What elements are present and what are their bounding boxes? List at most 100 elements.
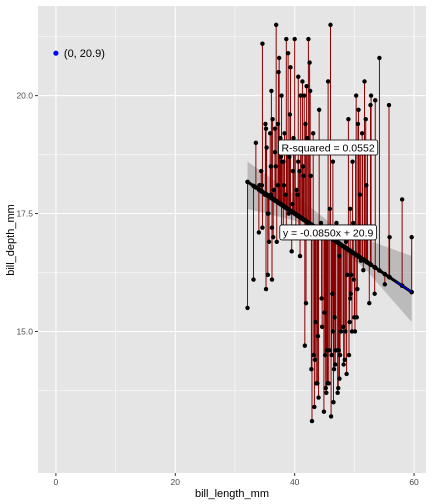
data-point [309,367,314,372]
data-point [409,234,414,240]
data-point [274,239,279,245]
data-point [332,315,337,320]
annotation-box [278,139,379,156]
data-point [324,390,329,396]
data-point [305,135,310,141]
data-point [271,187,276,193]
data-point [331,367,337,372]
data-point [352,329,358,334]
data-point [310,131,316,136]
data-point [329,352,334,358]
data-point [347,206,353,212]
annotation-box [279,224,377,241]
data-point [330,291,335,296]
data-point [343,239,349,245]
data-point [253,140,259,145]
data-point [350,159,355,164]
data-point [262,192,268,197]
data-point [364,183,369,188]
data-point [266,211,271,216]
data-point [351,277,356,282]
data-point [302,93,307,98]
data-point [272,197,277,202]
data-point [269,277,275,282]
data-point [326,381,331,386]
data-point [270,234,276,240]
data-point [350,220,356,226]
data-point [268,131,273,136]
fitted-point [382,271,388,277]
data-point [291,135,296,141]
data-point [372,291,377,296]
data-point [337,352,343,358]
data-point [282,131,287,136]
data-point [336,348,342,353]
intercept-point-label: (0, 20.9) [64,48,105,60]
data-point [330,329,336,334]
data-point [308,173,313,179]
data-point [328,414,334,419]
y-tick-label: 15.0 [16,326,33,336]
data-point [325,79,331,84]
data-point [346,352,352,358]
x-tick-label: 0 [54,477,59,487]
data-point [263,126,269,131]
y-axis-title: bill_depth_mm [5,204,17,276]
data-point [336,385,341,391]
data-point [298,93,303,98]
data-point [251,277,256,282]
intercept-point [53,50,59,56]
data-point [348,291,353,296]
data-point [327,206,333,212]
data-point [316,395,321,400]
data-point [287,154,292,160]
data-point [285,50,291,56]
data-point [296,159,301,164]
data-point [297,168,302,174]
data-point [349,272,354,278]
data-point [306,36,311,42]
data-point [300,79,305,84]
data-point [386,102,392,108]
data-point [265,272,271,278]
data-point [335,390,340,396]
data-point [337,376,342,381]
data-point [339,329,344,334]
data-point [322,352,328,358]
data-point [269,225,275,230]
data-point [270,117,275,122]
fitted-point [337,241,342,246]
data-point [287,112,293,117]
data-point [311,352,316,358]
data-point [272,126,278,131]
data-point [283,192,288,197]
data-point [327,348,332,353]
data-point [340,324,346,329]
fitted-point [343,245,349,251]
data-point [284,36,289,42]
data-point [367,300,372,306]
data-point [355,286,360,292]
x-tick-label: 20 [171,477,181,487]
data-point [269,88,274,94]
fitted-point [387,275,392,280]
data-point [357,192,362,197]
data-point [387,234,392,240]
data-point [273,22,279,28]
annotations: R-squared = 0.0552 y = -0.0850x + 20.9 [278,139,379,241]
data-point [307,60,312,65]
data-point [330,159,336,164]
data-point [304,83,309,89]
data-point [321,409,327,414]
data-point [294,187,299,193]
fitted-point [295,213,301,219]
data-point [275,183,281,188]
data-point [315,381,320,386]
data-point [259,168,264,174]
x-axis-title: bill_length_mm [195,488,269,500]
data-point [344,371,349,377]
y-axis-ticks: 15.0 17.5 20.0 [16,91,38,336]
x-tick-label: 60 [409,477,419,487]
data-point [309,418,315,424]
fitted-point [276,200,282,206]
